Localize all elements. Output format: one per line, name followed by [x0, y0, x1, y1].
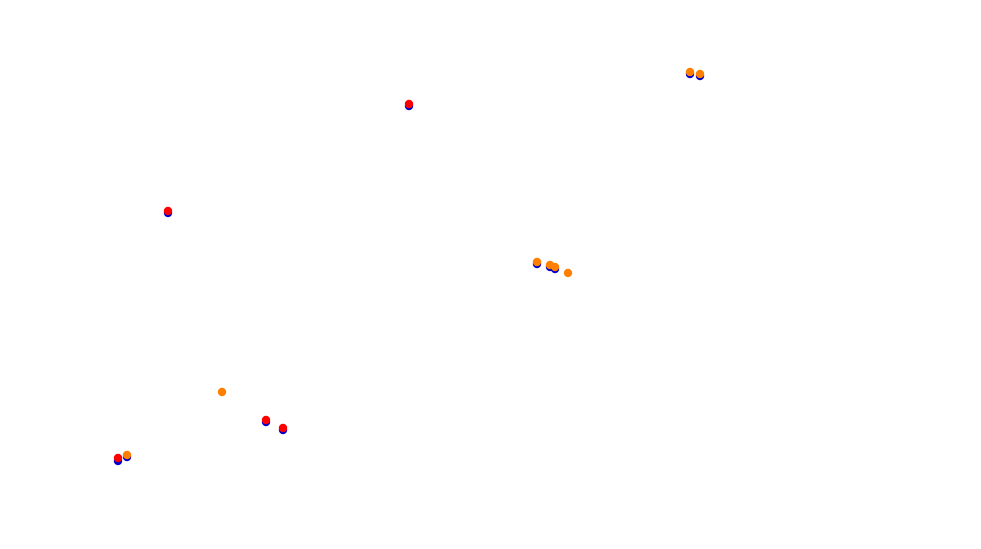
red-dot: [261, 415, 271, 425]
orange-dot: [685, 67, 695, 77]
orange-dot: [217, 387, 227, 397]
red-dot: [278, 423, 288, 433]
orange-dot: [532, 257, 542, 267]
red-dot: [113, 453, 123, 463]
orange-dot: [563, 268, 573, 278]
orange-dot: [550, 262, 560, 272]
red-dot: [404, 99, 414, 109]
orange-dot: [695, 69, 705, 79]
dots-layer: [113, 67, 705, 466]
orange-dot: [122, 450, 132, 460]
red-dot: [163, 206, 173, 216]
